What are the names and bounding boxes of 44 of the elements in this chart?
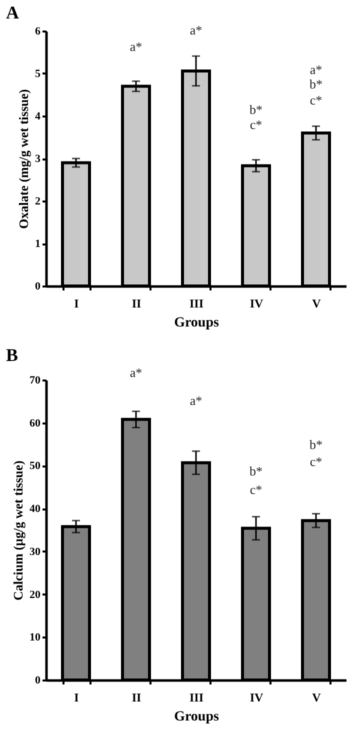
annotation: c*: [310, 92, 322, 108]
y-tick-label: 20: [30, 588, 41, 601]
annotation: b*: [250, 464, 262, 479]
chart-title: B: [6, 345, 18, 365]
annotation: b*: [250, 102, 262, 117]
x-tick-label: IV: [250, 690, 264, 704]
y-tick-label: 5: [35, 68, 41, 80]
y-tick-label: 1: [35, 238, 40, 250]
x-tick-label: V: [312, 690, 322, 704]
x-tick-label: III: [189, 296, 204, 310]
y-tick-label: 60: [30, 417, 41, 430]
y-tick-label: 70: [30, 374, 41, 386]
annotation: a*: [130, 38, 142, 54]
x-tick-label: I: [74, 296, 80, 310]
annotation: b*: [310, 76, 322, 92]
chart-title: A: [6, 2, 19, 22]
y-axis-title: Oxalate (mg/g wet tissue): [16, 89, 31, 229]
x-tick-label: II: [132, 690, 142, 704]
y-tick-label: 50: [30, 460, 41, 472]
y-tick-label: 6: [35, 26, 41, 38]
y-tick-label: 3: [35, 153, 41, 165]
y-tick-label: 0: [35, 674, 41, 686]
annotation: a*: [190, 22, 202, 38]
y-tick-label: 40: [30, 503, 41, 516]
x-tick-label: III: [189, 690, 204, 704]
x-axis-title: Groups: [174, 316, 220, 330]
y-tick-label: 10: [30, 632, 41, 644]
y-tick-label: 4: [35, 110, 41, 122]
annotation: c*: [250, 482, 262, 497]
x-axis-title: Groups: [174, 710, 220, 724]
x-tick-label: V: [312, 296, 322, 310]
x-tick-label: I: [74, 690, 80, 704]
y-tick-label: 2: [35, 196, 41, 208]
annotation: c*: [310, 454, 322, 470]
y-axis-title: Calcium (µg/g wet tissue): [10, 460, 26, 600]
x-tick-label: IV: [250, 296, 264, 310]
annotation: a*: [190, 393, 202, 408]
annotation: b*: [310, 437, 322, 452]
y-tick-label: 30: [30, 546, 41, 558]
text: a*: [130, 365, 142, 380]
annotation: a*: [310, 62, 322, 77]
x-tick-label: II: [132, 296, 142, 310]
y-tick-label: 0: [35, 280, 41, 292]
annotation: c*: [250, 117, 262, 132]
